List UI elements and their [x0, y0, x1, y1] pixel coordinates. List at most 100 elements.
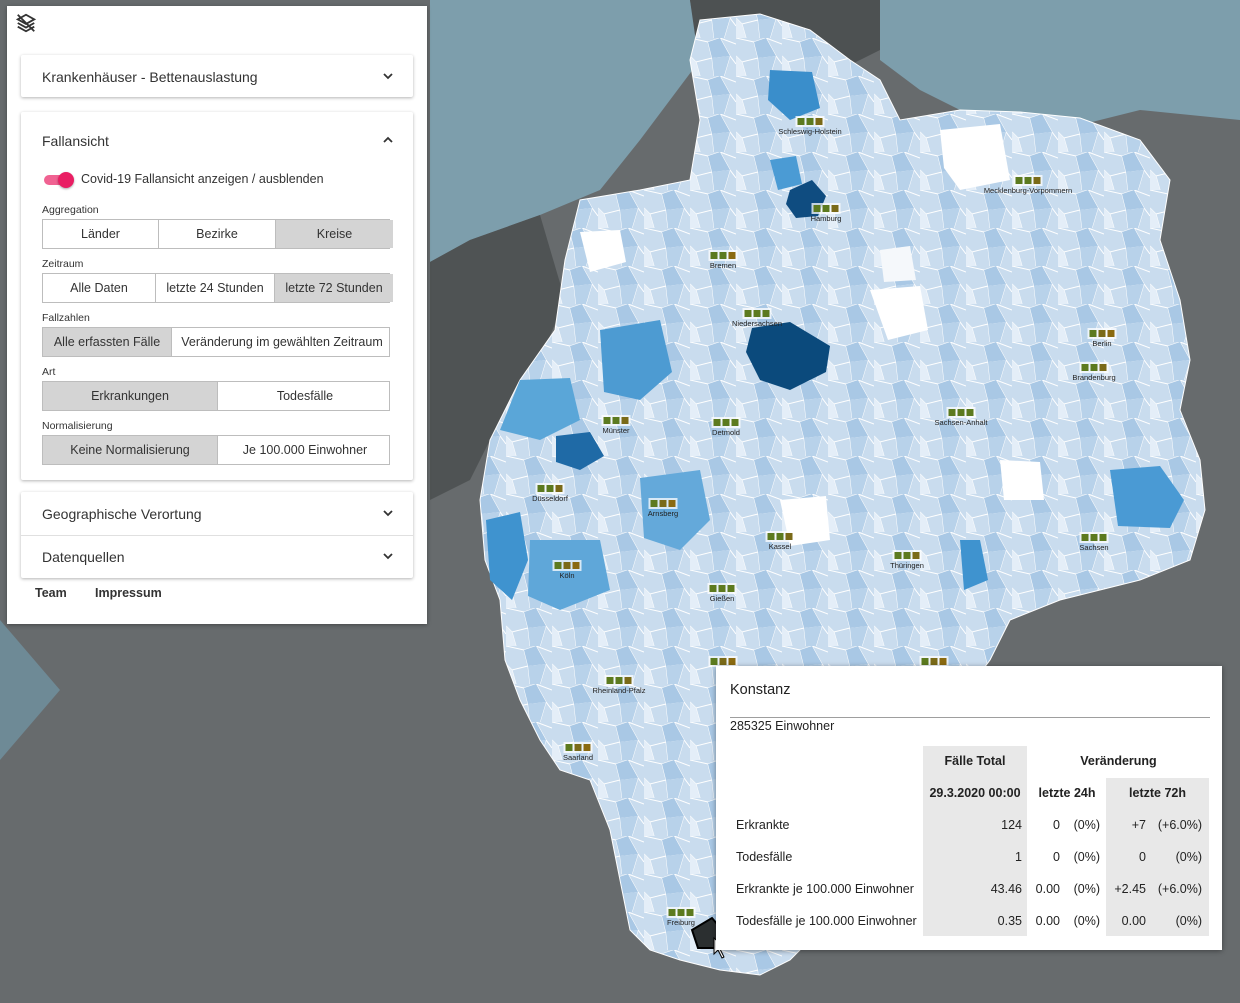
- region-marker[interactable]: Kassel: [765, 531, 795, 551]
- cell-d24: 0: [1053, 850, 1060, 864]
- cell-d72: +7: [1131, 818, 1146, 832]
- region-marker[interactable]: Thüringen: [890, 550, 924, 570]
- region-marker[interactable]: Brandenburg: [1072, 362, 1116, 382]
- accordion-geo-header[interactable]: Geographische Verortung: [21, 492, 413, 534]
- cell-p72: (+6.0%): [1157, 882, 1202, 896]
- district-white-3[interactable]: [870, 286, 928, 340]
- team-link[interactable]: Team: [35, 586, 67, 600]
- region-label: Niedersachsen: [732, 319, 782, 328]
- district-info-popup: Konstanz 285325 Einwohner Fälle Total Ve…: [716, 666, 1222, 950]
- district-koeln[interactable]: [528, 540, 610, 610]
- region-marker[interactable]: Mecklenburg-Vorpommern: [984, 175, 1072, 195]
- period-option-0[interactable]: Alle Daten: [43, 274, 156, 302]
- status-square: [668, 500, 676, 507]
- region-marker[interactable]: Münster: [601, 415, 631, 435]
- kind-option-0[interactable]: Erkrankungen: [43, 382, 218, 410]
- district-arnsberg[interactable]: [640, 470, 710, 550]
- status-square: [815, 118, 823, 125]
- status-square: [728, 658, 736, 665]
- header-72h: letzte 72h: [1129, 786, 1186, 800]
- region-marker[interactable]: Schleswig-Holstein: [778, 116, 842, 136]
- aggregation-label: Aggregation: [42, 204, 99, 216]
- status-square: [537, 485, 545, 492]
- accordion-hospital-header[interactable]: Krankenhäuser - Bettenauslastung: [21, 55, 413, 97]
- region-marker[interactable]: Saarland: [563, 742, 593, 762]
- district-white-5[interactable]: [1000, 460, 1044, 500]
- cell-p24: (0%): [1073, 882, 1100, 896]
- status-square: [606, 677, 614, 684]
- status-square: [621, 417, 629, 424]
- status-square: [1015, 177, 1023, 184]
- region-marker[interactable]: Freiburg: [666, 907, 696, 927]
- district-sachsen[interactable]: [1110, 466, 1184, 528]
- region-marker[interactable]: Köln: [552, 560, 582, 580]
- district-white-2[interactable]: [940, 124, 1010, 190]
- region-marker[interactable]: Gießen: [707, 583, 737, 603]
- region-label: Mecklenburg-Vorpommern: [984, 186, 1072, 195]
- region-marker[interactable]: Sachsen: [1079, 532, 1109, 552]
- status-square: [572, 562, 580, 569]
- aggregation-option-1[interactable]: Bezirke: [159, 220, 276, 248]
- counts-option-0[interactable]: Alle erfassten Fälle: [43, 328, 172, 356]
- region-label: Kassel: [769, 542, 792, 551]
- accordion-sources-header[interactable]: Datenquellen: [21, 535, 413, 577]
- region-marker[interactable]: Detmold: [711, 417, 741, 437]
- region-label: Bremen: [710, 261, 736, 270]
- header-24h: letzte 24h: [1038, 786, 1096, 800]
- region-marker[interactable]: Niedersachsen: [732, 308, 782, 328]
- aggregation-option-2[interactable]: Kreise: [276, 220, 393, 248]
- normalization-option-0[interactable]: Keine Normalisierung: [43, 436, 218, 464]
- kind-option-1[interactable]: Todesfälle: [276, 389, 334, 403]
- status-square: [762, 310, 770, 317]
- district-white-6[interactable]: [880, 246, 916, 282]
- status-square: [659, 500, 667, 507]
- status-square: [776, 533, 784, 540]
- imprint-link[interactable]: Impressum: [95, 586, 162, 600]
- district-muenster[interactable]: [600, 320, 672, 400]
- accordion-case-header[interactable]: Fallansicht: [21, 119, 413, 161]
- status-square: [948, 409, 956, 416]
- map-labels: Schleswig-Holstein Mecklenburg-Vorpommern…: [532, 116, 1117, 927]
- control-panel: Krankenhäuser - Bettenauslastung Fallans…: [7, 6, 427, 624]
- accordion-geo-title: Geographische Verortung: [42, 506, 202, 522]
- layers-off-icon[interactable]: [15, 12, 37, 34]
- status-square: [966, 409, 974, 416]
- status-square: [709, 585, 717, 592]
- region-label: Detmold: [712, 428, 740, 437]
- period-option-1[interactable]: letzte 24 Stunden: [156, 274, 275, 302]
- aggregation-option-0[interactable]: Länder: [43, 220, 159, 248]
- counts-option-1[interactable]: Veränderung im gewählten Zeitraum: [181, 335, 383, 349]
- status-square: [797, 118, 805, 125]
- status-square: [727, 585, 735, 592]
- case-view-switch[interactable]: [42, 172, 74, 188]
- status-square: [1099, 364, 1107, 371]
- district-thueringen[interactable]: [960, 540, 988, 590]
- region-marker[interactable]: [919, 656, 949, 667]
- cell-total: 1: [1015, 850, 1022, 864]
- region-label: Gießen: [710, 594, 735, 603]
- case-view-toggle-row: Covid-19 Fallansicht anzeigen / ausblend…: [42, 170, 402, 190]
- district-white-1[interactable]: [580, 230, 626, 272]
- cell-p24: (0%): [1073, 850, 1100, 864]
- region-marker[interactable]: Arnsberg: [648, 498, 678, 518]
- region-marker[interactable]: Sachsen-Anhalt: [935, 407, 989, 427]
- region-marker[interactable]: Rheinland-Pfalz: [593, 675, 646, 695]
- region-marker[interactable]: Düsseldorf: [532, 483, 569, 503]
- region-label: Saarland: [563, 753, 593, 762]
- district-sh-1[interactable]: [768, 70, 820, 120]
- region-marker[interactable]: [708, 656, 738, 667]
- district-hannover[interactable]: [746, 322, 830, 390]
- chevron-up-icon: [383, 136, 393, 143]
- region-marker[interactable]: Berlin: [1087, 328, 1117, 348]
- district-nw-1[interactable]: [556, 432, 604, 470]
- region-marker[interactable]: Bremen: [708, 250, 738, 270]
- district-nw-3[interactable]: [500, 378, 580, 440]
- district-sh-2[interactable]: [770, 156, 802, 190]
- region-label: Sachsen-Anhalt: [935, 418, 989, 427]
- normalization-option-1[interactable]: Je 100.000 Einwohner: [242, 443, 368, 457]
- district-nw-2[interactable]: [486, 512, 528, 600]
- period-option-2[interactable]: letzte 72 Stunden: [275, 274, 393, 302]
- status-square: [686, 909, 694, 916]
- region-marker[interactable]: Hamburg: [811, 203, 842, 223]
